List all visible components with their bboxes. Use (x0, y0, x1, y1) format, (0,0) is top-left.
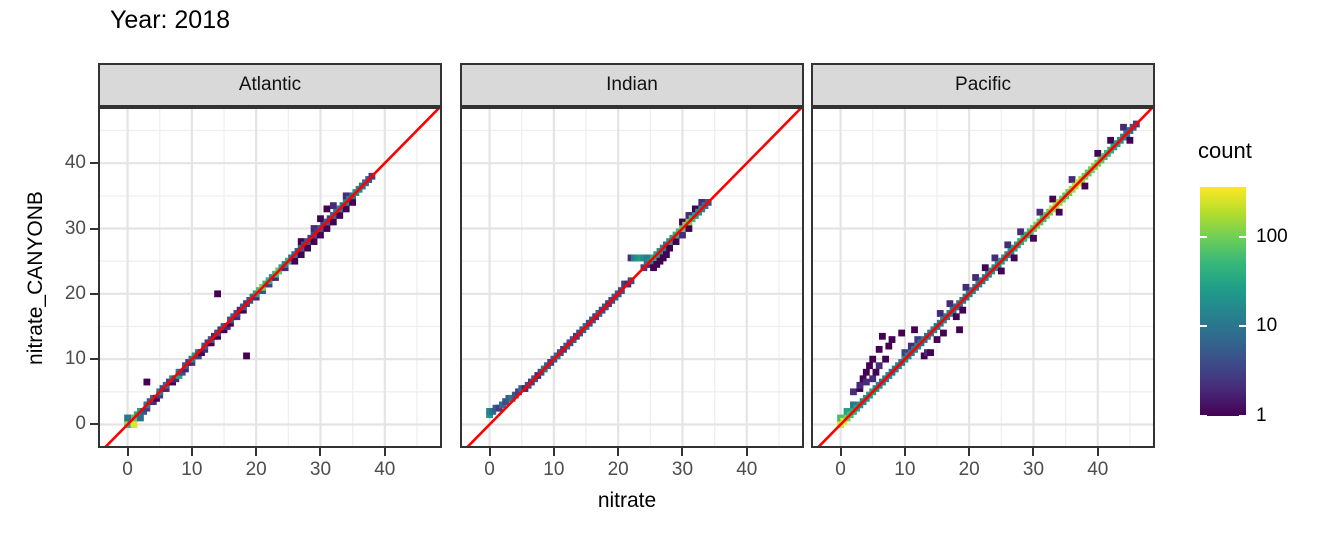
facet-strip-pacific: Pacific (811, 63, 1155, 107)
legend-tick-mark (1239, 235, 1246, 238)
y-tick-mark (90, 423, 98, 426)
y-tick-label: 30 (64, 217, 86, 239)
facet-strip-label: Pacific (955, 74, 1011, 95)
x-tick-label: 40 (374, 459, 396, 480)
x-tick-mark (488, 448, 491, 456)
x-tick-label: 40 (736, 459, 758, 480)
x-tick-mark (190, 448, 193, 456)
legend-tick-mark (1200, 415, 1207, 417)
x-tick-label: 10 (894, 459, 916, 480)
x-tick-label: 30 (309, 459, 332, 480)
x-tick-mark (126, 448, 129, 456)
x-tick-mark (255, 448, 258, 456)
y-tick-mark (90, 227, 98, 230)
x-tick-mark (1032, 448, 1035, 456)
x-tick-mark (839, 448, 842, 456)
legend-tick-label: 10 (1256, 315, 1278, 337)
x-tick-mark (617, 448, 620, 456)
panel-indian (460, 107, 804, 448)
legend-tick-mark (1239, 415, 1246, 417)
facet-strip-indian: Indian (460, 63, 804, 107)
chart-title: Year: 2018 (110, 6, 231, 34)
y-tick-label: 10 (64, 348, 86, 370)
x-axis-title: nitrate (597, 489, 657, 512)
x-tick-label: 20 (958, 459, 980, 480)
x-tick-label: 30 (671, 459, 694, 480)
legend-tick-label: 100 (1256, 225, 1288, 247)
x-tick-mark (319, 448, 322, 456)
identity-line (102, 107, 442, 448)
panel-pacific (811, 107, 1155, 448)
x-tick-mark (552, 448, 555, 456)
x-tick-label: 20 (607, 459, 629, 480)
x-tick-label: 0 (835, 459, 846, 480)
x-tick-label: 10 (543, 459, 565, 480)
facet-strip-atlantic: Atlantic (98, 63, 442, 107)
y-tick-mark (90, 358, 98, 361)
y-tick-label: 20 (64, 282, 86, 304)
legend-title: count (1198, 138, 1252, 163)
x-tick-label: 0 (122, 459, 133, 480)
legend-tick-mark (1239, 325, 1246, 328)
panel-atlantic (98, 107, 442, 448)
legend-tick-mark (1200, 325, 1207, 328)
x-tick-mark (745, 448, 748, 456)
facet-strip-label: Indian (606, 74, 658, 95)
y-tick-label: 0 (75, 413, 86, 435)
legend-tick-label: 1 (1256, 405, 1267, 426)
legend-tick-mark (1200, 235, 1207, 238)
identity-line (464, 107, 804, 448)
x-tick-mark (968, 448, 971, 456)
x-tick-label: 20 (245, 459, 267, 480)
x-tick-mark (903, 448, 906, 456)
y-tick-mark (90, 292, 98, 295)
x-tick-mark (681, 448, 684, 456)
y-tick-mark (90, 162, 98, 165)
x-tick-mark (1096, 448, 1099, 456)
y-tick-label: 40 (64, 152, 86, 174)
x-tick-label: 30 (1022, 459, 1045, 480)
x-tick-label: 10 (181, 459, 203, 480)
legend-colorbar (1200, 187, 1246, 416)
x-tick-label: 40 (1087, 459, 1109, 480)
facet-strip-label: Atlantic (238, 74, 302, 95)
x-tick-label: 0 (484, 459, 495, 480)
x-tick-mark (383, 448, 386, 456)
identity-line (815, 107, 1155, 448)
